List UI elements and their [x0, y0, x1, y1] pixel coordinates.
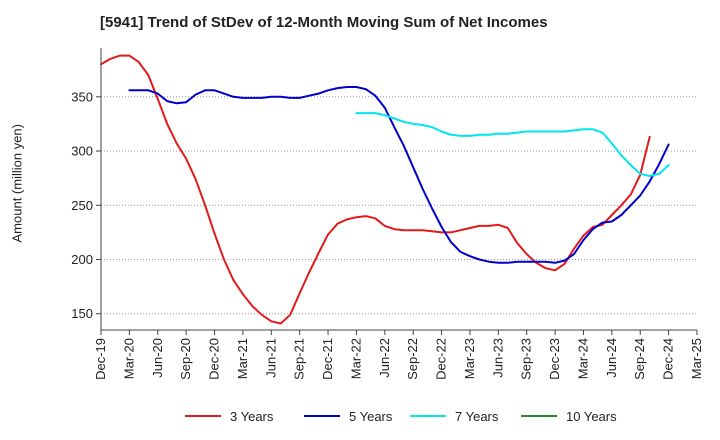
x-tick-label: Mar-20	[121, 338, 136, 379]
legend-item: 10 Years	[521, 407, 617, 425]
series-line	[100, 54, 651, 325]
x-tick-label: Sep-20	[178, 338, 193, 380]
legend: 3 Years 5 Years 7 Years 10 Years	[0, 407, 720, 425]
legend-item: 5 Years	[304, 407, 392, 425]
x-tick-label: Mar-24	[575, 338, 590, 379]
y-tick-label: 350	[71, 89, 93, 104]
chart-title: [5941] Trend of StDev of 12-Month Moving…	[100, 14, 548, 31]
legend-item: 7 Years	[410, 407, 498, 425]
legend-label: 5 Years	[349, 408, 393, 424]
x-tick-label: Jun-24	[604, 338, 619, 378]
series-lines	[100, 54, 670, 325]
x-tick-label: Dec-20	[207, 338, 222, 380]
x-tick-label: Jun-22	[377, 338, 392, 378]
legend-label: 3 Years	[230, 408, 274, 424]
axes: 150 200 250 300 350 Dec-19 Mar-20 Jun-20 Sep-20 D…	[71, 48, 704, 380]
y-tick-label: 300	[71, 144, 93, 159]
x-tick-label: Sep-22	[405, 338, 420, 380]
x-tick-label: Jun-20	[150, 338, 165, 378]
x-tick-label: Sep-23	[519, 338, 534, 380]
x-tick-label: Jun-21	[263, 338, 278, 378]
x-tick-label: Sep-21	[292, 338, 307, 380]
legend-item: 3 Years	[185, 407, 273, 425]
x-tick-label: Dec-21	[320, 338, 335, 380]
x-tick-label: Mar-25	[689, 338, 704, 379]
legend-label: 7 Years	[455, 408, 499, 424]
y-tick-label: 250	[71, 198, 93, 213]
x-tick-label: Dec-23	[547, 338, 562, 380]
x-tick-label: Jun-23	[490, 338, 505, 378]
x-tick-label: Mar-21	[235, 338, 250, 379]
x-tick-label: Sep-24	[632, 338, 647, 380]
legend-label: 10 Years	[566, 408, 617, 424]
x-tick-label: Dec-22	[434, 338, 449, 380]
y-tick-label: 150	[71, 306, 93, 321]
legend-swatch	[304, 415, 340, 417]
series-line	[128, 86, 670, 264]
legend-swatch	[521, 415, 557, 417]
grid-lines	[101, 96, 697, 315]
y-tick-label: 200	[71, 252, 93, 267]
x-tick-label: Mar-23	[462, 338, 477, 379]
legend-swatch	[410, 415, 446, 417]
legend-swatch	[185, 415, 221, 417]
x-tick-label: Dec-24	[661, 338, 676, 380]
series-line	[355, 112, 670, 177]
x-tick-label: Dec-19	[93, 338, 108, 380]
x-tick-label: Mar-22	[348, 338, 363, 379]
